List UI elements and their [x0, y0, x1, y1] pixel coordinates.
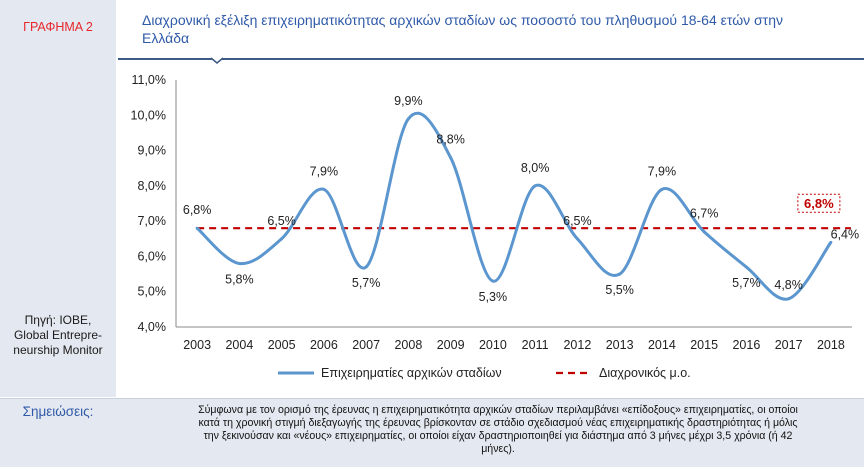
data-label: 6,8% — [183, 203, 212, 217]
series-layer — [195, 111, 833, 301]
y-tick-label: 4,0% — [138, 320, 167, 334]
chart-title-line-1: Διαχρονική εξέλιξη επιχειρηματικότητας α… — [142, 12, 783, 28]
x-tick-label: 2013 — [606, 338, 634, 352]
series-line-entrepreneurs — [196, 111, 833, 301]
x-tick-label: 2003 — [183, 338, 211, 352]
x-tick-label: 2004 — [225, 338, 253, 352]
data-label: 4,8% — [774, 278, 803, 292]
data-point — [744, 265, 748, 269]
x-tick-label: 2009 — [437, 338, 465, 352]
data-label: 6,7% — [690, 207, 719, 221]
data-label: 5,7% — [352, 276, 381, 290]
figure-label: ΓΡΑΦΗΜΑ 2 — [23, 20, 93, 34]
data-point — [533, 184, 537, 188]
x-tick-label: 2015 — [690, 338, 718, 352]
title-rule — [118, 58, 864, 60]
source-line-3: neurship Monitor — [13, 343, 103, 357]
title-notch — [211, 57, 223, 64]
y-tick-label: 11,0% — [131, 73, 166, 87]
notes-text: Σύμφωνα με τον ορισμό της έρευνας η επιχ… — [142, 404, 854, 456]
notes-bar — [0, 398, 864, 467]
data-label: 5,5% — [605, 283, 634, 297]
data-point — [787, 297, 791, 301]
data-label: 5,8% — [225, 272, 254, 286]
data-label: 6,5% — [563, 214, 592, 228]
average-label: 6,8% — [804, 196, 834, 211]
data-label: 7,9% — [648, 164, 677, 178]
data-label: 9,9% — [394, 94, 423, 108]
notes-line-4: μήνες). — [481, 443, 515, 455]
x-tick-label: 2017 — [775, 338, 803, 352]
legend-label-entrepreneurs: Επιχειρηματίες αρχικών σταδίων — [321, 366, 502, 380]
data-point — [364, 265, 368, 269]
notes-line-2: κατά τη χρονική στιγμή διεξαγωγής της έρ… — [198, 417, 798, 429]
data-label: 6,5% — [267, 214, 296, 228]
source-line-2: Global Entrepre- — [13, 328, 103, 342]
notes-line-1: Σύμφωνα με τον ορισμό της έρευνας η επιχ… — [198, 404, 798, 416]
x-axis: 2003 2004 2005 2006 2007 2008 2009 2010 2011 2012… — [176, 326, 852, 352]
x-tick-label: 2005 — [268, 338, 296, 352]
data-point — [280, 237, 284, 241]
data-label: 7,9% — [310, 164, 339, 178]
data-point — [195, 226, 199, 230]
x-tick-label: 2006 — [310, 338, 338, 352]
chart: 4,0%5,0%6,0%7,0%8,0%9,0%10,0%11,0% 2003 2… — [131, 73, 860, 380]
y-tick-label: 8,0% — [138, 179, 167, 193]
data-label: 5,7% — [732, 276, 761, 290]
y-tick-label: 10,0% — [131, 108, 166, 122]
data-labels: 6,8% 5,8% 6,5% 7,9% 5,7% 9,9% 8,8% 5,3% 8,0% 6,5%… — [183, 94, 859, 304]
notes-label: Σημειώσεις: — [22, 404, 94, 419]
y-tick-label: 6,0% — [138, 249, 167, 263]
data-label: 8,0% — [521, 161, 550, 175]
x-tick-label: 2008 — [394, 338, 422, 352]
x-tick-label: 2011 — [522, 338, 549, 352]
x-tick-label: 2012 — [563, 338, 591, 352]
data-point — [829, 240, 833, 244]
data-point — [575, 237, 579, 241]
source-line-1: Πηγή: IOBE, — [24, 313, 92, 327]
average-layer: 6,8% — [197, 193, 851, 230]
data-label: 8,8% — [436, 133, 465, 147]
x-tick-label: 2010 — [479, 338, 507, 352]
left-panel — [0, 0, 116, 397]
source-note: Πηγή: IOBE, Global Entrepre- neurship Mo… — [2, 313, 114, 358]
data-point — [702, 230, 706, 234]
data-label: 5,3% — [479, 290, 508, 304]
y-tick-label: 7,0% — [138, 214, 167, 228]
data-label: 6,4% — [831, 227, 860, 241]
legend-label-average: Διαχρονικός μ.ο. — [599, 366, 691, 380]
data-point — [449, 156, 453, 160]
chart-title-line-2: Ελλάδα — [142, 30, 190, 46]
data-point — [618, 272, 622, 276]
y-tick-label: 5,0% — [138, 285, 167, 299]
data-point — [660, 187, 664, 191]
average-label-box — [797, 193, 841, 213]
y-axis: 4,0% 5,0% 6,0% 7,0% 8,0% 9,0% 10,0% 11,0% — [131, 73, 177, 334]
data-point — [237, 261, 241, 265]
x-tick-label: 2016 — [732, 338, 760, 352]
legend: Επιχειρηματίες αρχικών σταδίων Διαχρονικό… — [278, 366, 691, 380]
x-tick-label: 2018 — [817, 338, 845, 352]
notes-line-3: την ξεκινούσαν και «νέους» επιχειρηματίε… — [203, 430, 793, 442]
data-point — [322, 187, 326, 191]
chart-title: Διαχρονική εξέλιξη επιχειρηματικότητας α… — [142, 11, 842, 47]
data-point — [406, 117, 410, 121]
y-tick-label: 9,0% — [138, 144, 167, 158]
x-tick-label: 2014 — [648, 338, 676, 352]
data-point — [491, 279, 495, 283]
x-tick-label: 2007 — [352, 338, 380, 352]
